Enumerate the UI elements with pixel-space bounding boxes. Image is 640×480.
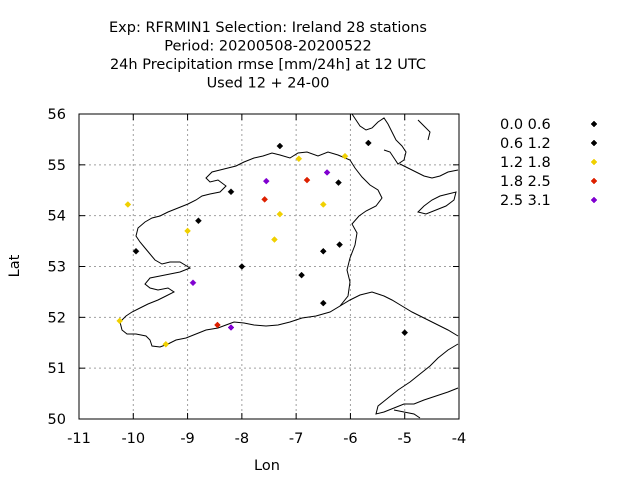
y-tick-label: 56 [48,107,66,123]
data-point [401,329,409,336]
data-point [227,188,235,196]
data-point [261,196,269,203]
x-axis-label: Lon [254,458,280,474]
legend-label: 1.2 1.8 [500,155,551,171]
chart-title: Exp: RFRMIN1 Selection: Ireland 28 stati… [109,20,427,92]
data-point [262,177,270,185]
legend-label: 0.6 1.2 [500,136,551,152]
data-point [276,210,284,218]
legend-marker [590,196,598,204]
legend-label: 2.5 3.1 [500,193,551,209]
x-axis-ticks: -11 -10 -9 -8 -7 -6 -5 -4 [67,114,466,447]
y-tick-label: 55 [48,158,66,174]
coastline-map [119,113,459,419]
data-point [132,247,140,255]
data-point [298,271,305,279]
title-line: Period: 20200508-20200522 [164,39,372,55]
data-point [319,299,327,307]
data-point [295,155,303,163]
data-point [335,179,342,186]
y-tick-label: 52 [48,310,66,326]
y-axis-ticks: 50 51 52 53 54 55 56 [48,107,459,428]
data-point [323,169,331,176]
x-tick-label: -11 [67,431,91,447]
x-tick-label: -9 [180,431,194,447]
legend-marker [590,120,598,128]
data-point [336,241,343,248]
x-tick-label: -10 [121,431,145,447]
title-line: Used 12 + 24-00 [207,76,330,92]
x-tick-label: -5 [397,431,411,447]
data-point [238,263,246,270]
y-tick-label: 54 [48,209,66,225]
data-point [276,142,284,150]
data-point [214,321,221,329]
data-point [195,217,202,225]
y-tick-label: 53 [48,260,66,276]
title-line: Exp: RFRMIN1 Selection: Ireland 28 stati… [109,20,427,36]
data-points [116,139,409,348]
data-point [341,152,349,160]
data-point [227,324,235,331]
legend-marker [590,158,598,166]
data-point [189,279,197,287]
legend-marker [590,139,598,147]
legend-label: 1.8 2.5 [500,174,551,190]
y-tick-label: 50 [48,412,66,428]
y-axis-label: Lat [7,254,23,277]
title-line: 24h Precipitation rmse [mm/24h] at 12 UT… [110,57,426,73]
x-tick-label: -8 [235,431,249,447]
data-point [364,139,372,147]
data-point [124,201,132,208]
x-tick-label: -7 [289,431,303,447]
data-point [162,340,170,348]
data-point [271,236,278,243]
data-point [319,201,327,208]
data-point [184,227,191,235]
gridlines [79,114,459,419]
x-tick-label: -6 [343,431,357,447]
data-point [116,317,124,325]
data-point [319,247,327,255]
legend: 0.0 0.6 0.6 1.2 1.2 1.8 1.8 2.5 2.5 3.1 [500,117,598,209]
legend-marker [590,177,598,185]
legend-label: 0.0 0.6 [500,117,551,133]
x-tick-label: -4 [452,431,466,447]
data-point [303,176,311,184]
y-tick-label: 51 [48,361,66,377]
